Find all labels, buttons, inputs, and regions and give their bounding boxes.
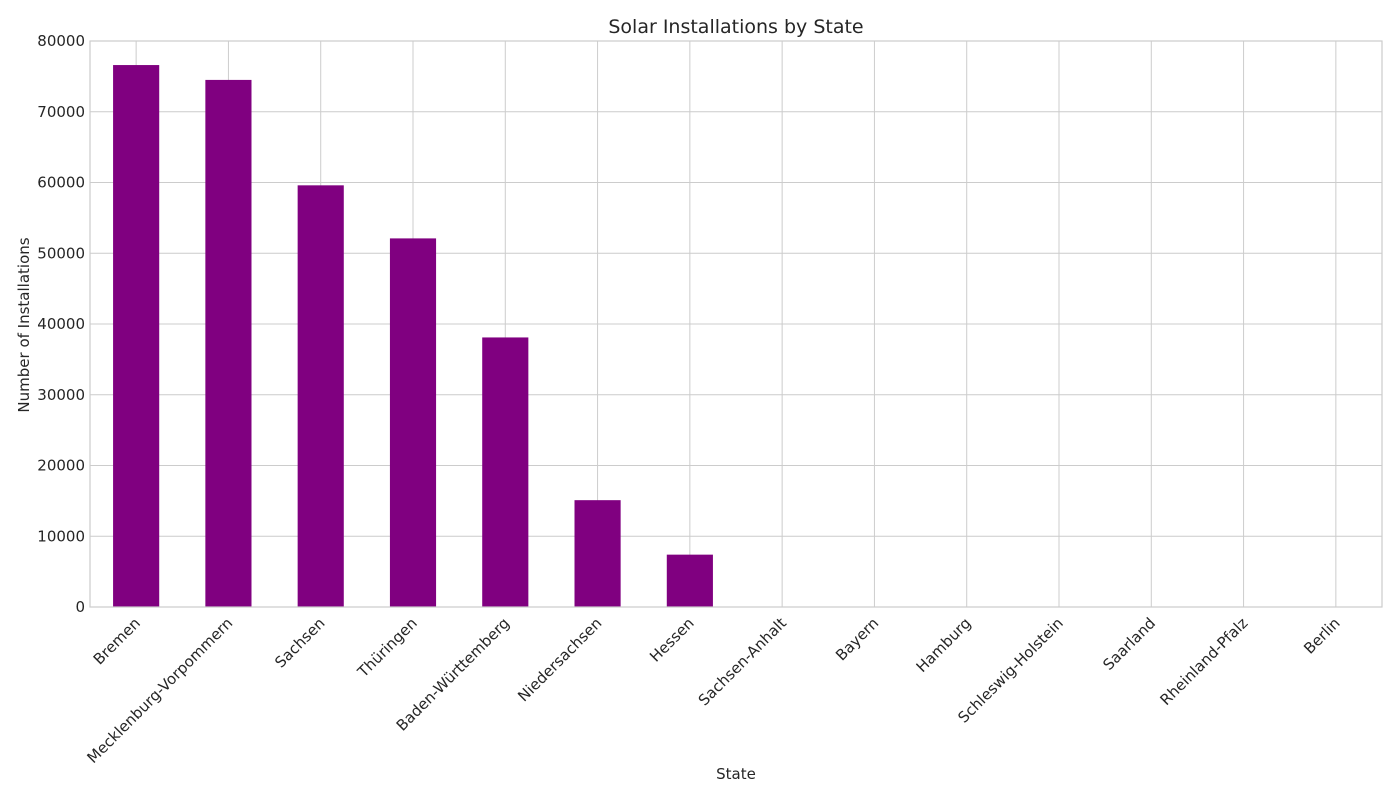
x-tick-label: Bremen xyxy=(90,614,144,668)
x-tick-label: Hessen xyxy=(646,614,698,666)
y-tick-label: 20000 xyxy=(37,457,85,475)
bars-layer xyxy=(113,65,713,608)
bar-th-ringen xyxy=(389,238,437,607)
x-tick-label: Berlin xyxy=(1300,614,1344,658)
bar-sachsen xyxy=(297,185,344,607)
plot-frame xyxy=(89,40,1383,608)
y-tick-labels: 0 10000 20000 30000 40000 50000 60000 70000 8000… xyxy=(37,32,85,616)
x-tick-label: Schleswig-Holstein xyxy=(954,614,1066,726)
x-tick-label: Sachsen-Anhalt xyxy=(695,614,790,709)
x-tick-label: Niedersachsen xyxy=(514,614,605,705)
x-tick-label: Saarland xyxy=(1099,614,1159,674)
y-tick-label: 70000 xyxy=(37,103,85,121)
y-tick-label: 0 xyxy=(75,598,85,616)
bar-hessen xyxy=(666,554,713,607)
x-tick-label: Mecklenburg-Vorpommern xyxy=(84,614,237,767)
y-tick-label: 40000 xyxy=(37,315,85,333)
x-tick-label: Sachsen xyxy=(271,614,328,671)
grid-layer xyxy=(90,40,1382,608)
bar-niedersachsen xyxy=(574,500,621,607)
y-axis-label: Number of Installations xyxy=(15,237,33,412)
x-axis-label: State xyxy=(716,765,756,783)
y-tick-label: 30000 xyxy=(37,386,85,404)
y-tick-label: 80000 xyxy=(37,32,85,50)
x-tick-label: Bayern xyxy=(832,614,882,664)
x-tick-label: Hamburg xyxy=(913,614,975,676)
axes-layer xyxy=(89,40,1383,608)
bar-bremen xyxy=(113,65,160,608)
y-tick-label: 10000 xyxy=(37,527,85,545)
bar-baden-w-rttemberg xyxy=(482,337,529,607)
x-tick-label: Thüringen xyxy=(353,614,420,681)
bar-mecklenburg-vorpommern xyxy=(205,79,252,608)
y-tick-label: 50000 xyxy=(37,244,85,262)
y-tick-label: 60000 xyxy=(37,174,85,192)
chart-title: Solar Installations by State xyxy=(608,16,863,38)
x-tick-label: Rheinland-Pfalz xyxy=(1157,614,1252,709)
